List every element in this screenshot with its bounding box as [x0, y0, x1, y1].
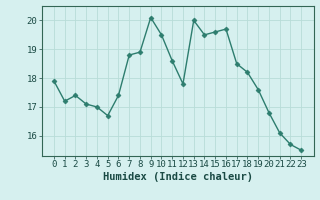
- X-axis label: Humidex (Indice chaleur): Humidex (Indice chaleur): [103, 172, 252, 182]
